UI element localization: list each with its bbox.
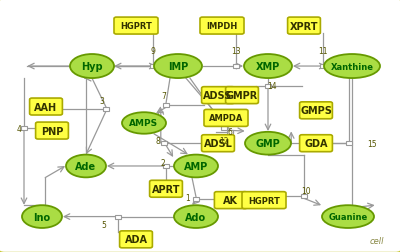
Bar	[227, 130, 233, 134]
Text: 12: 12	[219, 137, 229, 146]
Bar	[103, 108, 109, 112]
Ellipse shape	[174, 155, 218, 178]
Text: 10: 10	[301, 186, 311, 195]
Text: Guanine: Guanine	[328, 212, 368, 221]
Ellipse shape	[154, 55, 202, 79]
Text: GDA: GDA	[304, 139, 328, 149]
Text: 1: 1	[186, 193, 190, 202]
Text: 2: 2	[161, 158, 166, 167]
Text: 5: 5	[102, 220, 106, 229]
Bar	[301, 195, 307, 199]
Text: 15: 15	[367, 139, 377, 148]
FancyBboxPatch shape	[114, 18, 158, 35]
Text: ADA: ADA	[124, 234, 148, 244]
Bar	[346, 142, 352, 146]
FancyBboxPatch shape	[36, 123, 68, 140]
Text: AK: AK	[223, 195, 238, 205]
Ellipse shape	[66, 155, 106, 178]
FancyBboxPatch shape	[150, 180, 182, 198]
Text: 9: 9	[151, 47, 156, 56]
Text: Ade: Ade	[76, 161, 96, 171]
Bar	[233, 65, 239, 69]
Text: HGPRT: HGPRT	[120, 22, 152, 31]
FancyBboxPatch shape	[30, 99, 62, 115]
Text: GMPS: GMPS	[300, 106, 332, 116]
Text: 4: 4	[17, 124, 22, 133]
Text: Ino: Ino	[34, 212, 50, 222]
Bar	[163, 104, 169, 108]
FancyBboxPatch shape	[204, 110, 248, 127]
Text: ADSL: ADSL	[204, 139, 232, 149]
Bar	[115, 215, 121, 219]
Text: AMP: AMP	[184, 161, 208, 171]
Ellipse shape	[22, 205, 62, 228]
Bar	[21, 127, 27, 131]
Text: 6: 6	[228, 128, 232, 137]
Text: GMP: GMP	[256, 139, 280, 149]
FancyBboxPatch shape	[226, 87, 258, 104]
Text: GMPR: GMPR	[226, 91, 258, 101]
Text: 13: 13	[231, 47, 241, 56]
Bar	[221, 127, 227, 131]
Ellipse shape	[174, 205, 218, 228]
Bar	[193, 197, 199, 201]
Text: Hyp: Hyp	[81, 62, 103, 72]
Text: cell: cell	[370, 236, 384, 245]
Ellipse shape	[244, 55, 292, 79]
FancyBboxPatch shape	[202, 87, 234, 104]
Text: 14: 14	[267, 81, 277, 90]
Text: XPRT: XPRT	[290, 21, 318, 32]
Ellipse shape	[70, 55, 114, 79]
Text: HGPRT: HGPRT	[248, 196, 280, 205]
Text: 7: 7	[162, 91, 166, 100]
Bar	[265, 85, 271, 89]
Text: AAH: AAH	[34, 102, 58, 112]
Text: 8: 8	[156, 137, 160, 146]
Bar	[163, 164, 169, 168]
Text: XMP: XMP	[256, 62, 280, 72]
Text: ADSS: ADSS	[203, 91, 233, 101]
Bar	[150, 65, 156, 69]
FancyBboxPatch shape	[300, 102, 332, 119]
Text: 11: 11	[318, 47, 328, 56]
Text: Ado: Ado	[186, 212, 206, 222]
Text: Xanthine: Xanthine	[330, 62, 374, 71]
FancyBboxPatch shape	[242, 192, 286, 209]
Ellipse shape	[322, 205, 374, 228]
Text: PNP: PNP	[41, 126, 63, 136]
Text: IMP: IMP	[168, 62, 188, 72]
Text: AMPS: AMPS	[130, 119, 158, 128]
Text: 3: 3	[100, 96, 104, 105]
Bar	[161, 142, 167, 146]
Ellipse shape	[245, 132, 291, 155]
FancyBboxPatch shape	[202, 135, 234, 152]
FancyBboxPatch shape	[300, 135, 332, 152]
Text: IMPDH: IMPDH	[206, 22, 238, 31]
Text: AMPDA: AMPDA	[209, 114, 243, 123]
Bar	[320, 65, 326, 69]
FancyBboxPatch shape	[288, 18, 320, 35]
FancyBboxPatch shape	[214, 192, 247, 209]
FancyBboxPatch shape	[120, 231, 152, 248]
FancyBboxPatch shape	[200, 18, 244, 35]
Ellipse shape	[122, 113, 166, 134]
Ellipse shape	[324, 55, 380, 79]
Text: APRT: APRT	[152, 184, 180, 194]
